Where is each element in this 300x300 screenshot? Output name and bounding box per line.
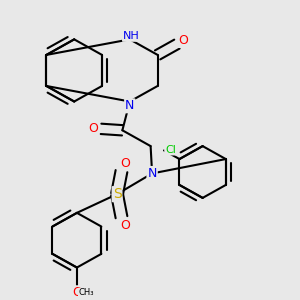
Text: S: S <box>113 187 122 201</box>
Text: CH₃: CH₃ <box>79 288 94 297</box>
Text: O: O <box>178 34 188 47</box>
Text: N: N <box>125 99 134 112</box>
Text: O: O <box>120 157 130 169</box>
Text: NH: NH <box>123 31 140 41</box>
Text: N: N <box>147 167 157 180</box>
Text: O: O <box>120 219 130 232</box>
Text: O: O <box>72 286 82 299</box>
Text: O: O <box>88 122 98 135</box>
Text: Cl: Cl <box>165 145 176 154</box>
